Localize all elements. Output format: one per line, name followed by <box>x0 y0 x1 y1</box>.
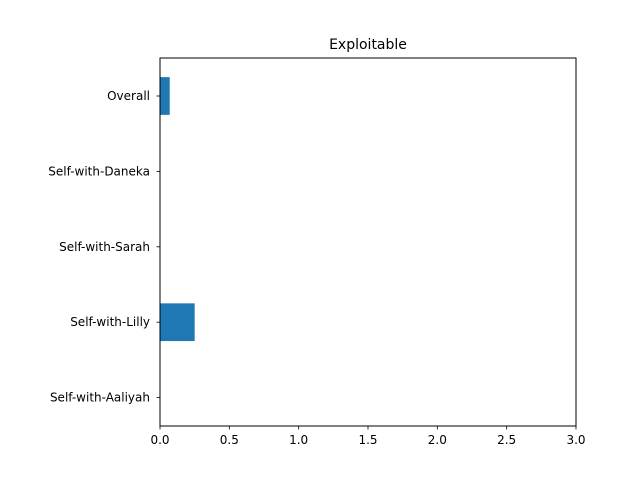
y-tick-label: Self-with-Sarah <box>59 240 150 254</box>
chart-title: Exploitable <box>329 37 407 53</box>
y-tick-label: Self-with-Daneka <box>48 164 150 178</box>
y-tick-label: Self-with-Lilly <box>70 315 150 329</box>
bar-self-with-lilly <box>160 303 195 342</box>
bars-group <box>160 77 195 342</box>
bar-overall <box>160 77 170 115</box>
y-axis-ticks: Overall Self-with-Daneka Self-with-Sarah Se… <box>48 89 160 405</box>
x-tick-label: 1.5 <box>358 433 377 447</box>
x-tick-label: 0.5 <box>220 433 239 447</box>
x-tick-label: 2.5 <box>497 433 516 447</box>
x-tick-label: 3.0 <box>566 433 585 447</box>
x-tick-label: 2.0 <box>428 433 447 447</box>
y-tick-label: Overall <box>107 89 150 103</box>
x-tick-label: 0.0 <box>150 433 169 447</box>
plot-frame <box>159 57 577 427</box>
y-tick-label: Self-with-Aaliyah <box>50 391 150 405</box>
x-axis-ticks: 0.0 0.5 1.0 1.5 2.0 2.5 3.0 <box>150 426 586 447</box>
x-tick-label: 1.0 <box>289 433 308 447</box>
